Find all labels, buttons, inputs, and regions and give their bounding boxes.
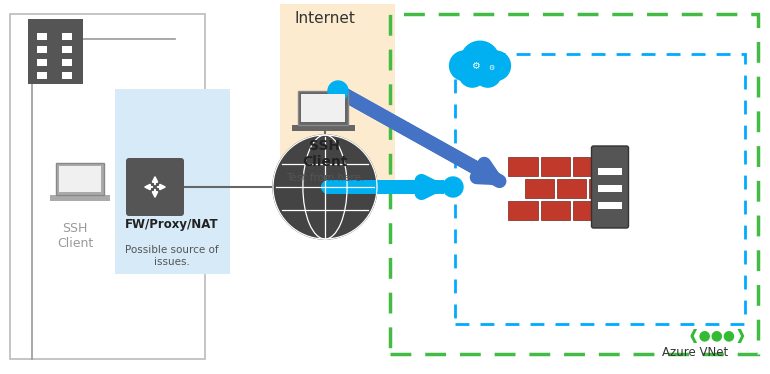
FancyBboxPatch shape bbox=[62, 33, 72, 40]
FancyBboxPatch shape bbox=[598, 202, 622, 209]
FancyBboxPatch shape bbox=[38, 59, 47, 66]
FancyBboxPatch shape bbox=[573, 157, 602, 176]
Text: ❰●●●❱: ❰●●●❱ bbox=[687, 329, 747, 343]
Circle shape bbox=[450, 51, 479, 80]
FancyBboxPatch shape bbox=[524, 179, 554, 198]
FancyBboxPatch shape bbox=[573, 201, 602, 220]
Text: SSH
Client: SSH Client bbox=[303, 139, 348, 169]
Text: ⚙: ⚙ bbox=[488, 65, 494, 71]
FancyBboxPatch shape bbox=[541, 157, 570, 176]
FancyBboxPatch shape bbox=[62, 46, 72, 53]
FancyBboxPatch shape bbox=[115, 89, 230, 274]
FancyBboxPatch shape bbox=[280, 4, 395, 189]
Text: SSH
Client: SSH Client bbox=[57, 222, 93, 250]
FancyBboxPatch shape bbox=[557, 179, 586, 198]
FancyBboxPatch shape bbox=[298, 91, 348, 125]
FancyBboxPatch shape bbox=[62, 59, 72, 66]
FancyBboxPatch shape bbox=[59, 166, 101, 192]
Circle shape bbox=[443, 177, 463, 197]
Text: Possible source of
issues.: Possible source of issues. bbox=[126, 245, 219, 267]
Text: Internet: Internet bbox=[295, 10, 356, 25]
FancyBboxPatch shape bbox=[508, 157, 537, 176]
Text: ⚙: ⚙ bbox=[471, 61, 480, 71]
FancyBboxPatch shape bbox=[28, 19, 82, 84]
Text: Test from here.: Test from here. bbox=[286, 173, 364, 183]
FancyBboxPatch shape bbox=[126, 158, 184, 216]
FancyBboxPatch shape bbox=[10, 14, 205, 359]
FancyBboxPatch shape bbox=[38, 72, 47, 79]
FancyBboxPatch shape bbox=[541, 201, 570, 220]
FancyBboxPatch shape bbox=[38, 33, 47, 40]
Circle shape bbox=[273, 135, 377, 239]
Text: FW/Proxy/NAT: FW/Proxy/NAT bbox=[126, 218, 219, 230]
FancyBboxPatch shape bbox=[62, 72, 72, 79]
Circle shape bbox=[481, 51, 511, 80]
Circle shape bbox=[459, 61, 486, 87]
FancyBboxPatch shape bbox=[598, 168, 622, 175]
FancyBboxPatch shape bbox=[56, 163, 104, 195]
Text: Azure VNet: Azure VNet bbox=[662, 346, 728, 359]
FancyBboxPatch shape bbox=[50, 195, 110, 201]
FancyBboxPatch shape bbox=[508, 201, 537, 220]
FancyBboxPatch shape bbox=[38, 46, 47, 53]
FancyBboxPatch shape bbox=[591, 146, 628, 228]
FancyBboxPatch shape bbox=[301, 94, 345, 122]
FancyBboxPatch shape bbox=[598, 185, 622, 192]
Circle shape bbox=[328, 81, 348, 101]
Circle shape bbox=[460, 41, 499, 80]
FancyBboxPatch shape bbox=[292, 125, 354, 131]
FancyBboxPatch shape bbox=[589, 179, 618, 198]
Circle shape bbox=[474, 61, 501, 87]
